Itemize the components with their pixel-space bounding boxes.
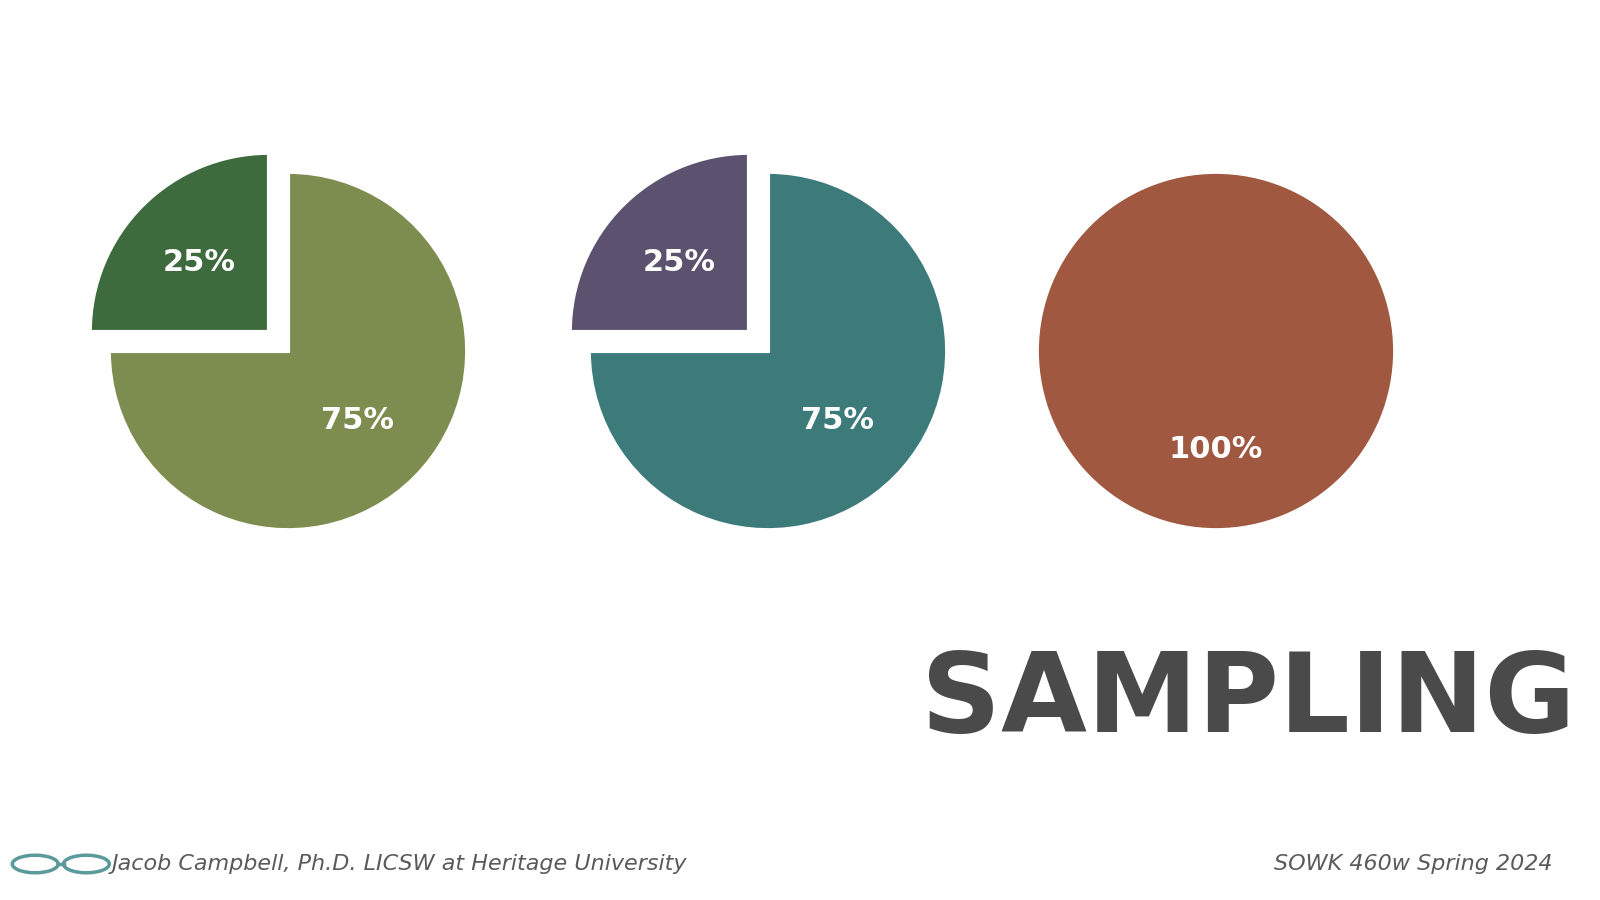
Wedge shape xyxy=(570,153,749,332)
Text: Jacob Campbell, Ph.D. LICSW at Heritage University: Jacob Campbell, Ph.D. LICSW at Heritage … xyxy=(112,854,688,874)
Text: 75%: 75% xyxy=(802,406,874,436)
Wedge shape xyxy=(109,172,467,530)
Wedge shape xyxy=(589,172,947,530)
Wedge shape xyxy=(90,153,269,332)
Text: 75%: 75% xyxy=(322,406,394,436)
Text: 25%: 25% xyxy=(643,248,715,277)
Text: 25%: 25% xyxy=(163,248,235,277)
Text: SAMPLING: SAMPLING xyxy=(920,649,1576,755)
Text: 100%: 100% xyxy=(1170,435,1262,464)
Text: SOWK 460w Spring 2024: SOWK 460w Spring 2024 xyxy=(1274,854,1552,874)
Wedge shape xyxy=(1037,172,1395,530)
